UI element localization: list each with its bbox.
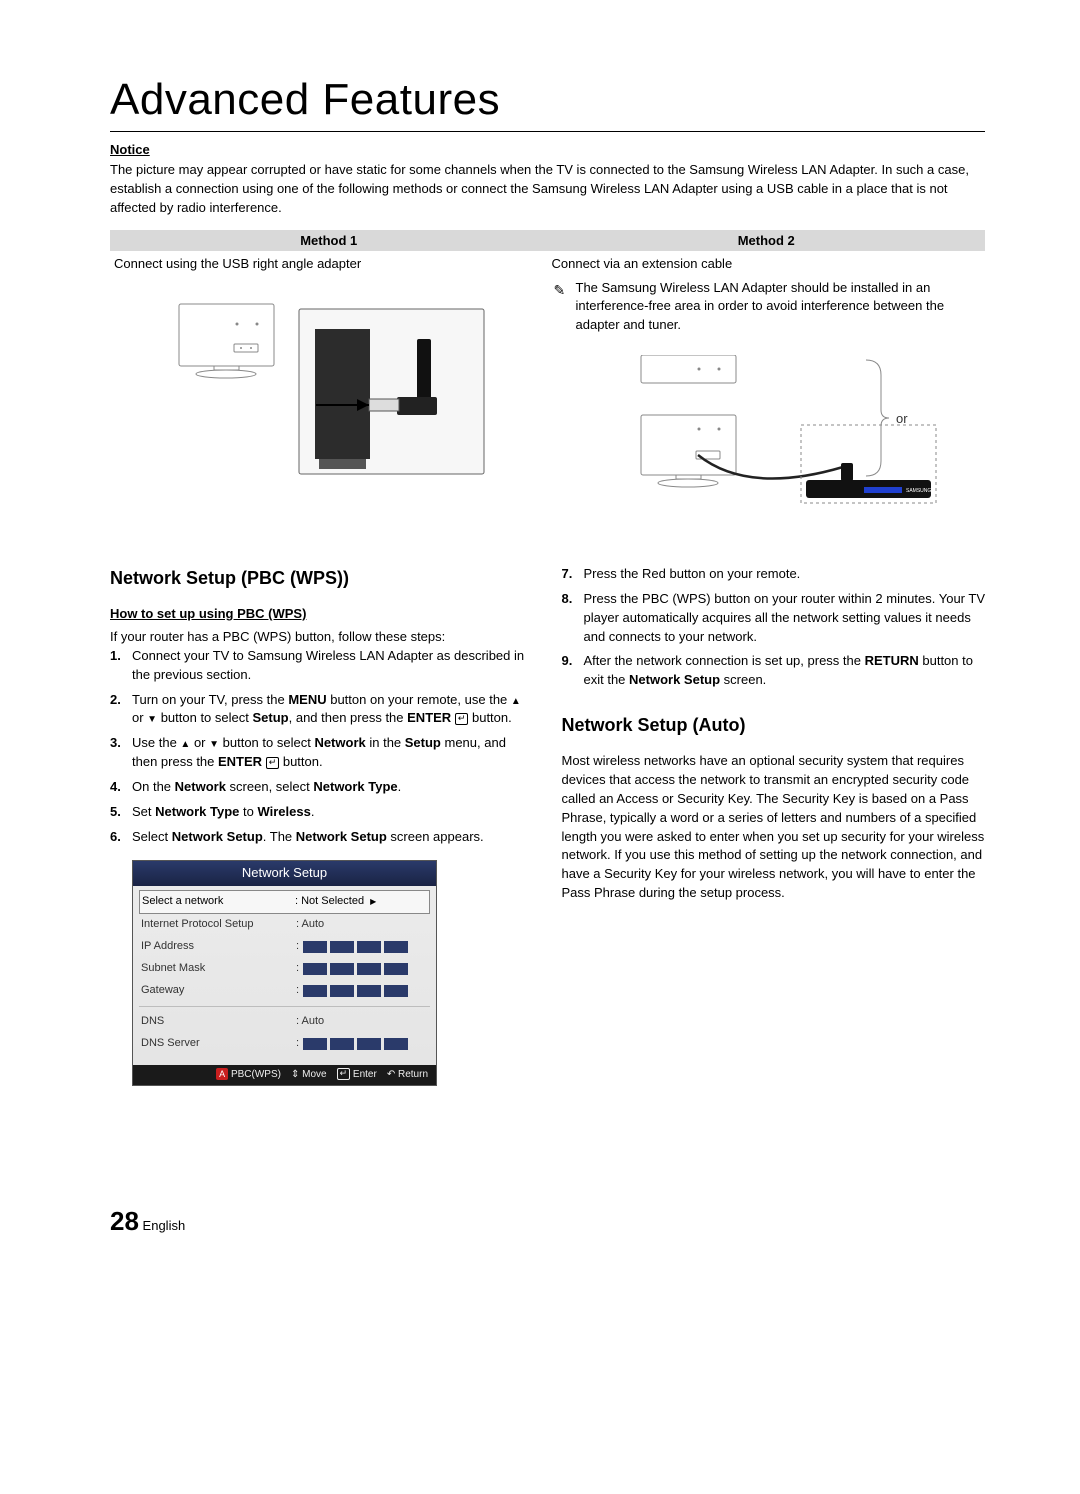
or-label: or — [896, 411, 908, 426]
red-button-icon: A — [216, 1068, 228, 1080]
row-ip-address[interactable]: IP Address : — [139, 936, 430, 958]
auto-heading: Network Setup (Auto) — [562, 712, 986, 738]
pbc-intro: If your router has a PBC (WPS) button, f… — [110, 628, 534, 647]
row-gateway[interactable]: Gateway : — [139, 980, 430, 1002]
notice-text: The picture may appear corrupted or have… — [110, 161, 985, 218]
enter-icon: ↵ — [266, 757, 280, 769]
method-2-subtitle: Connect via an extension cable — [548, 251, 986, 279]
page-title: Advanced Features — [110, 75, 985, 132]
page-number: 28 — [110, 1206, 139, 1236]
move-icon: ⇕ — [291, 1069, 299, 1080]
notice-section: Notice The picture may appear corrupted … — [110, 142, 985, 218]
pbc-steps-continued: Press the Red button on your remote. Pre… — [562, 565, 986, 690]
chevron-right-icon: ▶ — [370, 896, 376, 908]
network-setup-body: Select a network : Not Selected ▶ Intern… — [133, 886, 436, 1065]
step-7: Press the Red button on your remote. — [562, 565, 986, 584]
pbc-heading: Network Setup (PBC (WPS)) — [110, 565, 534, 591]
pbc-steps: Connect your TV to Samsung Wireless LAN … — [110, 647, 534, 847]
notice-label: Notice — [110, 142, 985, 157]
note-icon: ✎ — [554, 280, 566, 300]
step-3: Use the or button to select Network in t… — [110, 734, 534, 772]
svg-text:SAMSUNG: SAMSUNG — [906, 488, 931, 494]
method-1-header: Method 1 — [110, 230, 548, 251]
step-9: After the network connection is set up, … — [562, 652, 986, 690]
method-2-note: ✎ The Samsung Wireless LAN Adapter shoul… — [548, 279, 986, 336]
enter-icon: ↵ — [455, 713, 469, 725]
step-8: Press the PBC (WPS) button on your route… — [562, 590, 986, 647]
step-6: Select Network Setup. The Network Setup … — [110, 828, 534, 847]
method-2-diagram: or SAMSUNG — [548, 335, 986, 525]
method-1-subtitle: Connect using the USB right angle adapte… — [110, 251, 548, 279]
network-setup-footer: A PBC(WPS) ⇕ Move ↵ Enter ↶ Return — [133, 1065, 436, 1086]
page-language: English — [143, 1218, 186, 1233]
method-1-diagram — [110, 279, 548, 494]
network-setup-panel: Network Setup Select a network : Not Sel… — [132, 860, 437, 1086]
row-dns-server[interactable]: DNS Server : — [139, 1033, 430, 1055]
pbc-subhead: How to set up using PBC (WPS) — [110, 605, 534, 624]
method-2-header: Method 2 — [548, 230, 986, 251]
row-select-network[interactable]: Select a network : Not Selected ▶ — [139, 890, 430, 914]
left-column: Network Setup (PBC (WPS)) How to set up … — [110, 565, 534, 1086]
methods-table: Method 1 Connect using the USB right ang… — [110, 230, 985, 526]
auto-paragraph: Most wireless networks have an optional … — [562, 752, 986, 903]
right-column: Press the Red button on your remote. Pre… — [562, 565, 986, 1086]
method-2-note-text: The Samsung Wireless LAN Adapter should … — [576, 280, 945, 333]
step-5: Set Network Type to Wireless. — [110, 803, 534, 822]
network-setup-title: Network Setup — [133, 861, 436, 886]
extension-cable-diagram: or SAMSUNG — [576, 355, 956, 515]
step-4: On the Network screen, select Network Ty… — [110, 778, 534, 797]
method-1-column: Method 1 Connect using the USB right ang… — [110, 230, 548, 526]
page-footer: 28 English — [110, 1206, 985, 1237]
step-1: Connect your TV to Samsung Wireless LAN … — [110, 647, 534, 685]
row-dns[interactable]: DNS : Auto — [139, 1011, 430, 1033]
method-2-column: Method 2 Connect via an extension cable … — [548, 230, 986, 526]
usb-angle-adapter-diagram — [164, 299, 494, 484]
row-internet-protocol[interactable]: Internet Protocol Setup : Auto — [139, 914, 430, 936]
return-icon: ↶ — [387, 1069, 395, 1080]
body-columns: Network Setup (PBC (WPS)) How to set up … — [110, 565, 985, 1086]
step-2: Turn on your TV, press the MENU button o… — [110, 691, 534, 729]
row-subnet-mask[interactable]: Subnet Mask : — [139, 958, 430, 980]
enter-icon: ↵ — [337, 1068, 351, 1080]
